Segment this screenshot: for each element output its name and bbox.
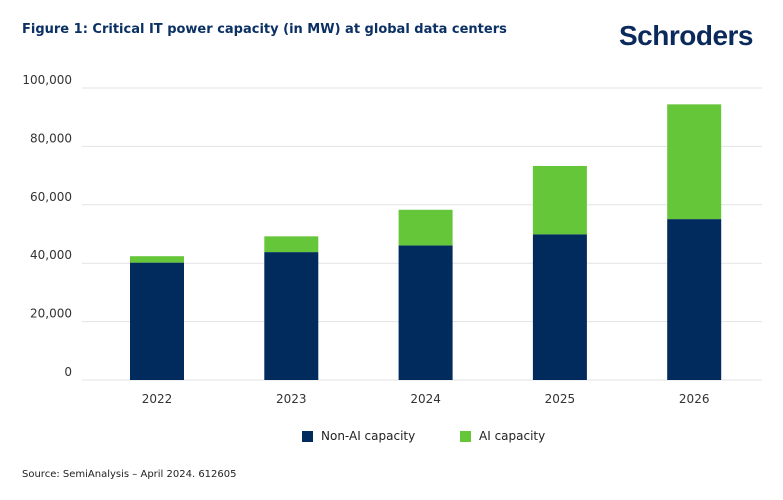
x-tick-label: 2024 (410, 392, 441, 406)
y-tick-label: 60,000 (30, 190, 72, 204)
bar-ai-2023 (264, 236, 319, 253)
y-tick-label: 100,000 (22, 73, 72, 87)
y-tick-label: 0 (64, 365, 72, 379)
chart-title: Figure 1: Critical IT power capacity (in… (22, 22, 507, 37)
y-tick-label: 40,000 (30, 248, 72, 262)
bar-non-ai-2026 (667, 219, 722, 380)
bar-non-ai-2023 (264, 252, 319, 380)
legend-label-ai: AI capacity (479, 429, 546, 443)
bar-ai-2022 (130, 256, 184, 263)
bar-ai-2024 (398, 209, 453, 246)
x-tick-label: 2025 (545, 392, 576, 406)
legend-item-ai: AI capacity (460, 429, 545, 443)
legend-swatch-ai (460, 430, 471, 442)
x-tick-label: 2023 (276, 392, 307, 406)
schroders-logo: Schroders (619, 20, 754, 51)
y-tick-label: 20,000 (30, 307, 72, 321)
bar-ai-2026 (667, 104, 722, 220)
bar-chart: 0 20,000 40,000 60,000 80,000 100,000 2022 2023… (22, 73, 762, 406)
bar-non-ai-2024 (398, 245, 453, 380)
y-tick-label: 80,000 (30, 131, 72, 145)
legend-swatch-non-ai (302, 430, 313, 442)
source-note: Source: SemiAnalysis – April 2024. 61260… (22, 469, 237, 480)
bar-ai-2025 (532, 165, 587, 235)
bar-non-ai-2022 (130, 262, 184, 380)
x-tick-label: 2026 (679, 392, 710, 406)
x-tick-label: 2022 (142, 392, 173, 406)
bar-non-ai-2025 (532, 234, 587, 380)
legend-item-non-ai: Non-AI capacity (302, 429, 415, 443)
legend-label-non-ai: Non-AI capacity (321, 429, 416, 443)
